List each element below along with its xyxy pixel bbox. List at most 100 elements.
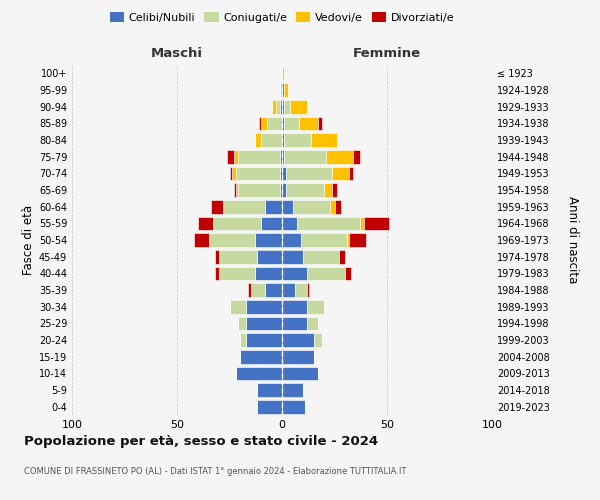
Bar — [271, 100, 276, 114]
Bar — [238, 316, 247, 330]
Bar — [282, 233, 301, 247]
Bar — [232, 166, 236, 180]
Bar — [215, 266, 219, 280]
Bar — [247, 316, 282, 330]
Bar — [261, 133, 282, 147]
Bar — [248, 283, 251, 297]
Bar — [265, 200, 282, 213]
Bar — [257, 400, 282, 413]
Bar — [314, 333, 322, 347]
Bar — [311, 133, 337, 147]
Bar — [286, 166, 332, 180]
Bar — [282, 400, 305, 413]
Bar — [282, 200, 293, 213]
Bar — [345, 266, 352, 280]
Bar — [234, 183, 236, 197]
Bar — [299, 116, 318, 130]
Bar — [251, 283, 265, 297]
Bar — [219, 266, 254, 280]
Bar — [307, 300, 324, 314]
Bar — [194, 233, 209, 247]
Bar — [209, 233, 254, 247]
Bar — [261, 216, 282, 230]
Bar — [282, 150, 284, 164]
Bar — [347, 233, 349, 247]
Bar — [280, 100, 282, 114]
Bar — [280, 183, 282, 197]
Bar — [349, 166, 353, 180]
Bar — [293, 200, 331, 213]
Bar — [213, 216, 261, 230]
Bar — [227, 150, 234, 164]
Text: Maschi: Maschi — [151, 47, 203, 60]
Bar — [364, 216, 389, 230]
Bar — [360, 216, 364, 230]
Text: COMUNE DI FRASSINETO PO (AL) - Dati ISTAT 1° gennaio 2024 - Elaborazione TUTTITA: COMUNE DI FRASSINETO PO (AL) - Dati ISTA… — [24, 468, 406, 476]
Y-axis label: Fasce di età: Fasce di età — [22, 205, 35, 275]
Bar — [282, 183, 286, 197]
Bar — [282, 100, 284, 114]
Bar — [301, 233, 347, 247]
Bar — [282, 316, 307, 330]
Bar — [338, 250, 345, 264]
Bar — [282, 283, 295, 297]
Bar — [307, 283, 310, 297]
Bar — [332, 183, 337, 197]
Bar — [230, 166, 232, 180]
Bar — [282, 383, 303, 397]
Bar — [335, 200, 341, 213]
Bar — [324, 183, 332, 197]
Bar — [254, 266, 282, 280]
Bar — [254, 133, 261, 147]
Bar — [259, 116, 261, 130]
Bar — [257, 383, 282, 397]
Bar — [236, 183, 238, 197]
Bar — [326, 150, 353, 164]
Bar — [332, 166, 349, 180]
Bar — [303, 250, 338, 264]
Bar — [282, 83, 284, 97]
Bar — [286, 183, 324, 197]
Y-axis label: Anni di nascita: Anni di nascita — [566, 196, 580, 284]
Bar — [284, 100, 290, 114]
Bar — [282, 166, 286, 180]
Bar — [238, 183, 280, 197]
Bar — [307, 266, 345, 280]
Bar — [238, 150, 280, 164]
Bar — [236, 166, 280, 180]
Bar — [280, 150, 282, 164]
Bar — [282, 250, 303, 264]
Text: Popolazione per età, sesso e stato civile - 2024: Popolazione per età, sesso e stato civil… — [24, 435, 378, 448]
Bar — [254, 233, 282, 247]
Bar — [295, 283, 307, 297]
Bar — [211, 200, 223, 213]
Bar — [284, 83, 289, 97]
Bar — [282, 66, 284, 80]
Bar — [240, 350, 282, 364]
Bar — [318, 116, 322, 130]
Bar — [296, 216, 360, 230]
Bar — [282, 133, 284, 147]
Bar — [284, 150, 326, 164]
Bar — [284, 116, 299, 130]
Bar — [268, 116, 282, 130]
Bar — [331, 200, 335, 213]
Bar — [307, 316, 318, 330]
Bar — [282, 366, 318, 380]
Bar — [219, 250, 257, 264]
Bar — [223, 200, 265, 213]
Bar — [280, 166, 282, 180]
Bar — [247, 333, 282, 347]
Bar — [240, 333, 247, 347]
Bar — [282, 266, 307, 280]
Bar — [265, 283, 282, 297]
Bar — [234, 150, 238, 164]
Bar — [349, 233, 366, 247]
Bar — [215, 250, 219, 264]
Bar — [229, 300, 247, 314]
Bar — [282, 350, 314, 364]
Bar — [198, 216, 213, 230]
Bar — [236, 366, 282, 380]
Bar — [282, 300, 307, 314]
Text: Femmine: Femmine — [353, 47, 421, 60]
